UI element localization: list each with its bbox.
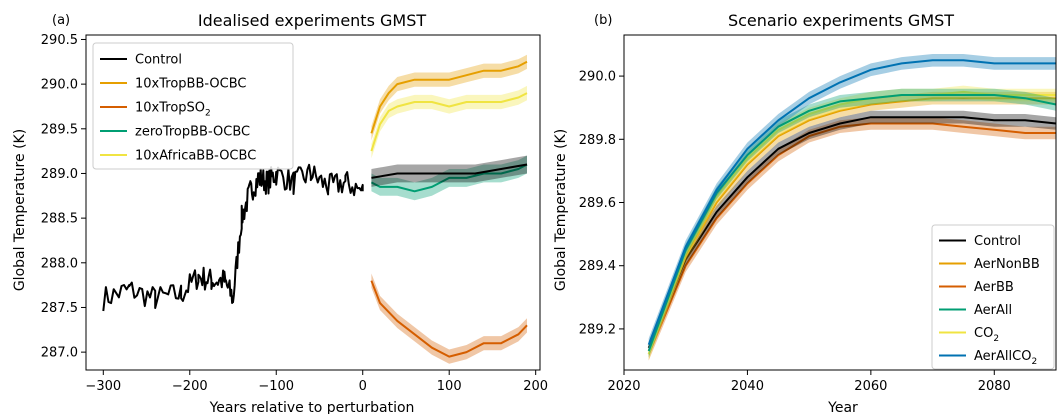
legend-label: AerAllCO2 [974, 349, 1037, 367]
panel-b-xlabel: Year [827, 400, 858, 414]
y-tick-label: 290.5 [41, 33, 78, 48]
x-tick-label: −200 [172, 379, 208, 394]
legend-label-text: 10xAfricaBB-OCBC [135, 149, 256, 164]
legend-label: Control [974, 234, 1021, 249]
panel-a: (a) Idealised experiments GMST −300 −200−… [12, 11, 548, 414]
panel-a-label: (a) [52, 13, 70, 28]
legend-label: 10xTropBB-OCBC [135, 77, 247, 92]
legend-label-text: CO [974, 326, 993, 341]
legend-label-text: 10xTropBB-OCBC [135, 77, 247, 92]
y-tick-label: 287.5 [41, 301, 78, 316]
legend-label: 10xTropSO2 [135, 101, 211, 119]
series-band [648, 88, 1056, 358]
legend-label-text: zeroTropBB-OCBC [135, 125, 250, 140]
panel-a-title: Idealised experiments GMST [198, 11, 427, 30]
legend-label-text: AerAllCO [974, 349, 1031, 364]
y-tick-label: 287.0 [41, 346, 78, 361]
legend-label: AerNonBB [974, 257, 1040, 272]
x-tick-label: 2020 [607, 379, 640, 394]
y-tick-label: 289.6 [579, 196, 616, 211]
panel-b-label: (b) [594, 13, 612, 28]
legend-box [92, 42, 294, 170]
legend-label-text: AerBB [974, 280, 1014, 295]
series-band [648, 110, 1056, 355]
x-tick-label: 0 [359, 379, 367, 394]
legend-label-subscript: 2 [993, 334, 999, 344]
y-tick-label: 288.0 [41, 256, 78, 271]
x-tick-label: 2060 [854, 379, 887, 394]
panel-b-plot-area: 2020 2040 2060 2080 289.2 289.4 289.6 289.8 290.… [579, 34, 1057, 394]
series-band [371, 273, 527, 364]
series-band [371, 85, 527, 159]
x-tick-label: 2080 [978, 379, 1011, 394]
series-line [647, 116, 1057, 349]
series-band [371, 54, 527, 141]
legend-label-text: AerNonBB [974, 257, 1040, 272]
y-tick-label: 289.8 [579, 133, 616, 148]
legend-label-text: Control [974, 234, 1021, 249]
legend-label: AerAll [974, 303, 1012, 318]
x-tick-label: 100 [437, 379, 462, 394]
legend-label-text: AerAll [974, 303, 1012, 318]
x-tick-label: −300 [85, 379, 121, 394]
panel-b: (b) Scenario experiments GMST 2020 2040 20… [553, 11, 1057, 414]
series-band [371, 155, 527, 187]
series-band [648, 91, 1056, 358]
legend-label: zeroTropBB-OCBC [135, 125, 250, 140]
legend-label-subscript: 2 [205, 109, 211, 119]
panel-b-ylabel: Global Temperature (K) [553, 129, 569, 291]
series-line [370, 163, 528, 193]
y-tick-label: 289.4 [579, 259, 616, 274]
legend-label: 10xAfricaBB-OCBC [135, 149, 256, 164]
legend-label: CO2 [974, 326, 999, 344]
x-tick-label: 200 [523, 379, 548, 394]
y-tick-label: 289.2 [579, 322, 616, 337]
series-line [102, 163, 364, 312]
series-line [370, 280, 528, 358]
legend-label: AerBB [974, 280, 1014, 295]
y-tick-label: 290.0 [41, 78, 78, 93]
panel-a-ylabel: Global Temperature (K) [12, 129, 28, 291]
x-tick-label: 2040 [731, 379, 764, 394]
legend-label-text: 10xTropSO [135, 101, 205, 116]
legend-label: Control [135, 53, 182, 68]
y-tick-label: 289.0 [41, 167, 78, 182]
series-line [370, 60, 528, 134]
axes-frame [85, 34, 541, 371]
y-tick-label: 289.5 [41, 122, 78, 137]
series-band [648, 117, 1056, 361]
series-line [371, 163, 528, 179]
series-line [647, 94, 1057, 352]
panel-a-plot-area: −300 −200 −100 0 100 200 287.0 287.5 288.0 288.5 2… [41, 33, 548, 394]
series-line [647, 122, 1056, 355]
series-line [370, 92, 528, 152]
series-line [647, 59, 1056, 346]
panel-b-title: Scenario experiments GMST [728, 11, 954, 30]
y-tick-label: 288.5 [41, 212, 78, 227]
x-tick-label: −100 [258, 379, 294, 394]
panel-a-xlabel: Years relative to perturbation [209, 400, 415, 414]
legend-label-subscript: 2 [1031, 357, 1037, 367]
y-tick-label: 290.0 [579, 70, 616, 85]
legend-label-text: Control [135, 53, 182, 68]
series-line [647, 97, 1056, 352]
